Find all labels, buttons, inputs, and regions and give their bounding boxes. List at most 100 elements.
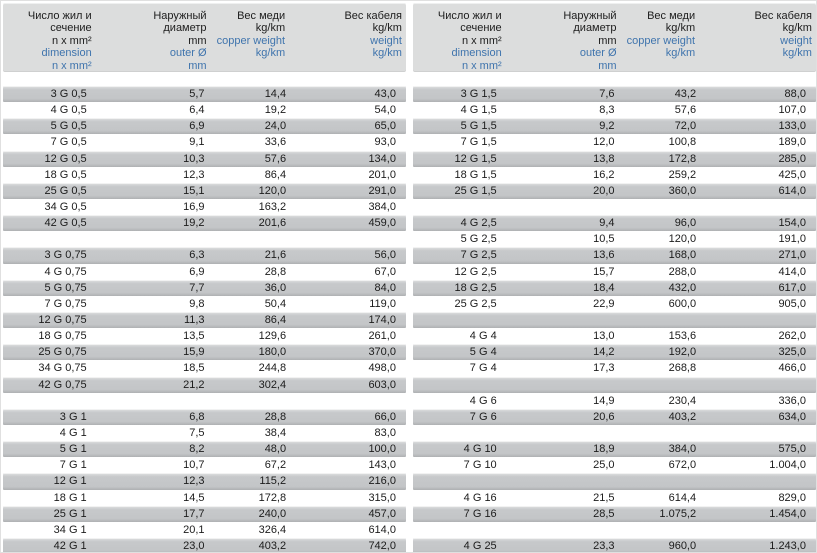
dimension-cell: 4 G 10 <box>463 443 497 456</box>
table-row: 7 G 0,5 9,1 33,6 93,0 <box>3 134 406 150</box>
table-row: 4 G 0,75 6,9 28,8 67,0 <box>3 264 406 280</box>
dimension-cell: 4 G 16 <box>463 491 497 504</box>
cable-weight-cell: 83,0 <box>374 427 396 440</box>
copper-weight-cell: 129,6 <box>258 330 287 343</box>
outer-diameter-cell: 14,5 <box>183 491 205 504</box>
copper-weight-cell: 1.075,2 <box>659 507 697 520</box>
dimension-cell: 7 G 6 <box>469 410 497 423</box>
cable-weight-cell: 67,0 <box>374 265 396 278</box>
cable-weight-cell: 84,0 <box>374 281 396 294</box>
table-row: 25 G 0,5 15,1 120,0 291,0 <box>3 182 406 199</box>
separator-row <box>413 311 816 329</box>
copper-weight-cell: 288,0 <box>668 265 697 278</box>
dimension-cell: 42 G 0,5 <box>44 217 87 230</box>
table-row: 4 G 2,5 9,4 96,0 154,0 <box>413 215 816 232</box>
outer-diameter-cell: 22,9 <box>593 297 615 310</box>
cable-weight-cell: 1.004,0 <box>769 459 806 472</box>
dimension-cell: 4 G 6 <box>469 394 497 407</box>
table-row: 7 G 10 25,0 672,0 1.004,0 <box>413 457 816 473</box>
copper-weight-cell: 180,0 <box>258 346 287 359</box>
dimension-cell: 18 G 2,5 <box>454 281 497 294</box>
cable-weight-cell: 143,0 <box>368 459 396 472</box>
table-row: 3 G 0,75 6,3 21,6 56,0 <box>3 247 406 264</box>
cable-weight-cell: 285,0 <box>778 152 806 165</box>
copper-weight-cell: 57,6 <box>264 152 287 165</box>
outer-diameter-cell: 6,4 <box>189 104 205 117</box>
copper-weight-cell: 230,4 <box>668 394 697 407</box>
copper-weight-cell: 432,0 <box>668 281 697 294</box>
copper-weight-cell: 86,4 <box>264 168 287 181</box>
outer-diameter-cell: 21,2 <box>183 378 205 391</box>
dimension-cell: 4 G 25 <box>463 540 497 552</box>
cable-weight-cell: 107,0 <box>778 104 806 117</box>
cable-weight-cell: 459,0 <box>368 217 396 230</box>
cable-weight-cell: 191,0 <box>778 233 806 246</box>
table-row: 3 G 1 6,8 28,8 66,0 <box>3 408 406 425</box>
separator-row <box>413 522 816 538</box>
header-line: copper weight <box>216 34 286 47</box>
dimension-cell: 12 G 0,5 <box>44 152 87 165</box>
outer-diameter-cell: 20,0 <box>593 184 615 197</box>
cable-weight-cell: 466,0 <box>778 362 806 375</box>
outer-diameter-cell: 23,0 <box>183 540 205 552</box>
dimension-cell: 5 G 0,75 <box>44 281 87 294</box>
outer-diameter-cell: 23,3 <box>593 540 615 552</box>
cable-weight-cell: 336,0 <box>778 394 806 407</box>
table-row: 7 G 6 20,6 403,2 634,0 <box>413 408 816 425</box>
cable-weight-cell: 1.454,0 <box>769 507 806 520</box>
outer-diameter-cell: 18,4 <box>593 281 615 294</box>
dimension-cell: 4 G 1,5 <box>460 104 497 117</box>
header-line: kg/km <box>782 47 812 60</box>
dimension-cell: 7 G 1 <box>59 459 87 472</box>
cable-weight-cell: 291,0 <box>368 184 396 197</box>
outer-diameter-cell: 7,6 <box>599 88 615 101</box>
dimension-cell: 4 G 0,75 <box>44 265 87 278</box>
dimension-cell: 25 G 2,5 <box>454 297 497 310</box>
table-row: 42 G 1 23,0 403,2 742,0 <box>3 537 406 552</box>
outer-diameter-cell: 15,1 <box>183 184 205 197</box>
dimension-cell: 7 G 4 <box>469 362 497 375</box>
dimension-cell: 12 G 0,75 <box>38 314 87 327</box>
outer-diameter-cell: 14,2 <box>593 346 615 359</box>
copper-weight-cell: 259,2 <box>668 168 697 181</box>
copper-weight-cell: 244,8 <box>258 362 287 375</box>
header-dimension: Число жил и сечение n x mm² dimension n … <box>3 10 96 72</box>
copper-weight-cell: 120,0 <box>258 184 287 197</box>
copper-weight-cell: 24,0 <box>264 120 287 133</box>
table-row: 25 G 2,5 22,9 600,0 905,0 <box>413 296 816 312</box>
table-row: 12 G 1 12,3 115,2 216,0 <box>3 473 406 490</box>
header-line: Вес меди <box>237 10 286 22</box>
cable-weight-cell: 43,0 <box>374 88 396 101</box>
cable-weight-cell: 93,0 <box>374 136 396 149</box>
header-line: kg/km <box>372 22 402 35</box>
table-row: 4 G 1,5 8,3 57,6 107,0 <box>413 102 816 118</box>
dimension-cell: 5 G 4 <box>469 346 497 359</box>
table-row: 18 G 2,5 18,4 432,0 617,0 <box>413 279 816 296</box>
outer-diameter-cell: 17,3 <box>593 362 615 375</box>
copper-weight-cell: 403,2 <box>258 540 287 552</box>
cable-weight-cell: 134,0 <box>368 152 396 165</box>
dimension-cell: 3 G 1,5 <box>460 88 497 101</box>
outer-diameter-cell: 13,8 <box>593 152 615 165</box>
cable-weight-cell: 119,0 <box>369 297 396 310</box>
outer-diameter-cell: 28,5 <box>593 507 615 520</box>
table-row: 4 G 10 18,9 384,0 575,0 <box>413 441 816 458</box>
table-row: 7 G 1 10,7 67,2 143,0 <box>3 457 406 473</box>
dimension-cell: 4 G 2,5 <box>460 217 497 230</box>
outer-diameter-cell: 12,3 <box>183 168 205 181</box>
table-row: 3 G 0,5 5,7 14,4 43,0 <box>3 86 406 103</box>
header-line: n x mm² <box>461 59 502 72</box>
table-row: 4 G 0,5 6,4 19,2 54,0 <box>3 102 406 118</box>
header-copper-weight: Вес меди kg/km copper weight kg/km <box>211 10 290 72</box>
outer-diameter-cell: 17,7 <box>183 507 205 520</box>
copper-weight-cell: 19,2 <box>264 104 287 117</box>
header-line: Число жил и <box>437 10 502 22</box>
cable-weight-cell: 201,0 <box>368 168 396 181</box>
cable-weight-cell: 66,0 <box>374 410 396 423</box>
header-line: Наружный <box>563 10 617 22</box>
cable-weight-cell: 370,0 <box>368 346 396 359</box>
cable-weight-cell: 384,0 <box>368 201 396 214</box>
table-body-right: 3 G 1,5 7,6 43,2 88,0 4 G 1,5 8,3 57,6 107,0 5 G… <box>413 86 816 552</box>
table-header: Число жил и сечение n x mm² dimension n … <box>413 3 816 72</box>
separator-row <box>413 425 816 441</box>
